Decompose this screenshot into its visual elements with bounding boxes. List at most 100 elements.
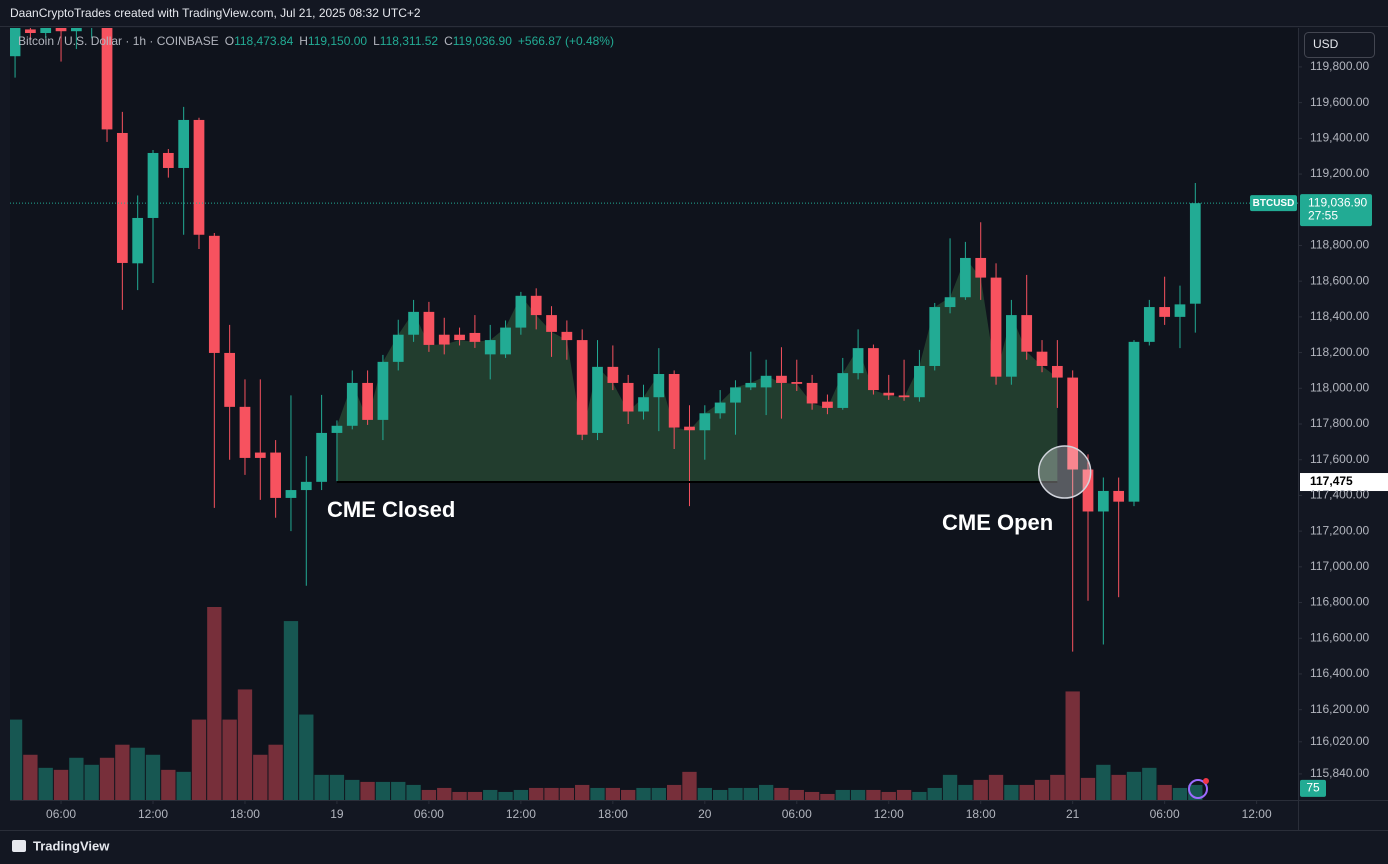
legend: Bitcoin / U.S. Dollar · 1h · COINBASE O11… (18, 34, 614, 48)
assistant-dot (1203, 778, 1209, 784)
volume-bar (53, 769, 69, 800)
x-tick-label: 06:00 (1150, 807, 1180, 821)
candle-body (1097, 490, 1109, 512)
volume-bar (636, 787, 651, 800)
volume-bar (130, 747, 145, 800)
candle-body (791, 382, 803, 384)
x-tick-label: 06:00 (782, 807, 812, 821)
volume-bar (774, 787, 789, 800)
volume-bar (314, 774, 329, 800)
y-tick-label: 119,200.00 (1310, 166, 1369, 180)
candle-body (1189, 203, 1201, 304)
volume-bar (835, 789, 850, 800)
candle-body (714, 402, 726, 414)
volume-bar (222, 719, 237, 800)
volume-bar (1096, 764, 1111, 800)
candle-body (224, 352, 236, 407)
volume-bar (191, 719, 207, 800)
volume-bar (1019, 784, 1034, 800)
currency-label[interactable]: USD (1313, 37, 1339, 51)
candle-body (132, 217, 144, 264)
volume-bar (1157, 784, 1172, 800)
candle-body (745, 382, 757, 388)
y-tick-label: 116,400.00 (1310, 666, 1369, 680)
legend-key: C (444, 34, 453, 48)
volume-bar (912, 791, 927, 800)
candle-body (1021, 315, 1033, 352)
candle-body (822, 401, 833, 408)
annotation: CME Closed (327, 497, 455, 522)
candle-body (1128, 341, 1140, 502)
volume-bar (712, 789, 728, 800)
candle-layer (10, 28, 1201, 652)
volume-bar (329, 774, 345, 800)
candle-body (837, 373, 849, 408)
candle-body (1082, 469, 1094, 512)
volume-bar (268, 744, 283, 800)
candle-body (760, 375, 772, 388)
volume-bar (207, 607, 222, 800)
volume-bar (682, 771, 697, 800)
candle-body (208, 235, 220, 353)
assistant-icon (1188, 779, 1208, 799)
candle-body (454, 334, 465, 341)
volume-bar (743, 787, 758, 800)
gap-level-tag (1300, 473, 1388, 492)
candle-body (776, 375, 787, 383)
y-tick-label: 119,600.00 (1310, 95, 1369, 109)
volume-bar (1142, 767, 1157, 800)
candle-body (960, 257, 971, 298)
volume-bar (1004, 784, 1019, 800)
candle-body (408, 311, 419, 335)
y-tick-label: 117,600.00 (1310, 452, 1369, 466)
y-tick-label: 116,800.00 (1310, 595, 1369, 609)
volume-bar (299, 714, 314, 800)
volume-bar (1126, 771, 1142, 800)
highlight-circle (1037, 445, 1092, 499)
candle-body (914, 365, 925, 398)
candle-body (883, 392, 895, 396)
y-tick-label: 118,000.00 (1310, 380, 1369, 394)
candle-body (622, 382, 634, 412)
x-tick-label: 18:00 (966, 807, 996, 821)
volume-bar (69, 757, 84, 800)
candle-body (975, 257, 987, 278)
logo-icon[interactable] (12, 840, 26, 852)
volume-bar (38, 767, 53, 800)
candle-body (484, 340, 496, 355)
volume-bar (973, 779, 988, 800)
x-tick-label: 12:00 (138, 807, 168, 821)
volume-bar (99, 757, 115, 800)
candle-body (377, 361, 389, 420)
annotation: CME Open (942, 510, 1053, 535)
volume-bar (1172, 787, 1188, 800)
volume-bar (881, 791, 896, 800)
footer-logo[interactable]: TradingView (12, 838, 110, 853)
volume-bar (452, 791, 467, 800)
volume-bar (559, 787, 575, 800)
candle-body (500, 327, 511, 355)
candle-body (178, 119, 190, 168)
y-tick-label: 117,800.00 (1310, 416, 1369, 430)
volume-bar (758, 784, 774, 800)
volume-bar (421, 789, 437, 800)
candle-body (806, 382, 818, 404)
volume-bar (237, 689, 253, 800)
candle-body (576, 340, 588, 435)
footer-text[interactable]: TradingView (33, 838, 110, 853)
x-tick-label: 18:00 (598, 807, 628, 821)
legend-value: 118,473.84 (234, 34, 293, 48)
header-text: DaanCryptoTrades created with TradingVie… (10, 6, 421, 20)
volume-bar (115, 744, 130, 800)
volume-bar (1111, 774, 1126, 800)
volume-bar (375, 781, 391, 800)
currency-button[interactable] (1304, 32, 1375, 58)
volume-bar (697, 787, 712, 800)
candle-body (868, 348, 879, 391)
candle-body (929, 307, 941, 366)
volume-bar (666, 784, 682, 800)
volume-bar (406, 784, 421, 800)
volume-bar (1034, 779, 1050, 800)
volume-bar (513, 789, 529, 800)
candle-body (438, 334, 450, 345)
